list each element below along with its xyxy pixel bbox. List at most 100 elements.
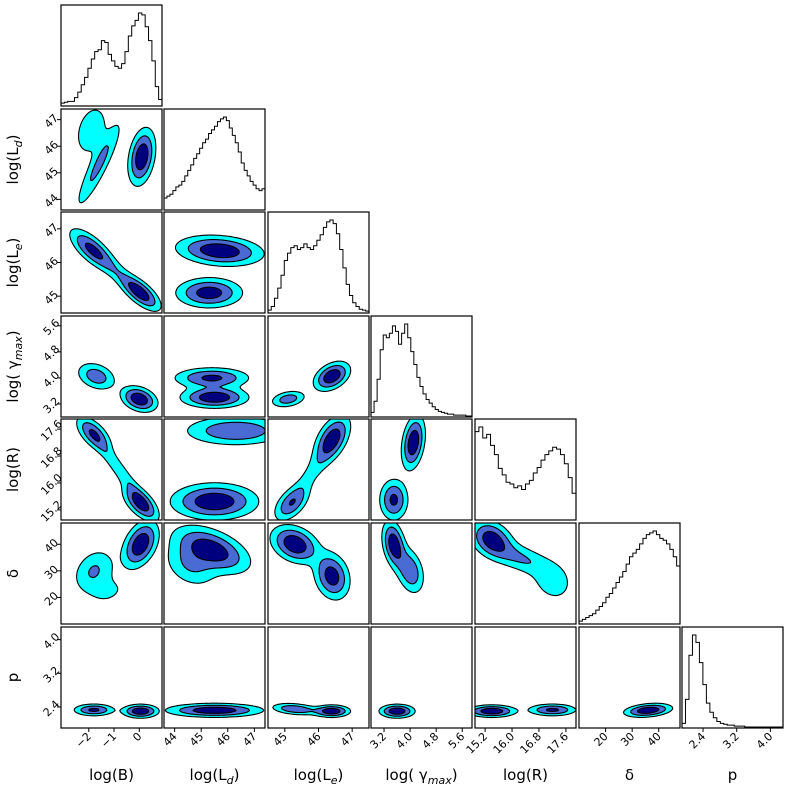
contour-line-middle — [82, 422, 155, 517]
axis-label-main: log(L — [190, 766, 228, 784]
axis-label-subscript: e — [12, 243, 25, 250]
x-tick-label: 4.8 — [420, 730, 442, 752]
axes-frame-3-5 — [370, 522, 473, 625]
contour-line-middle — [76, 235, 156, 307]
contour-line-outer — [474, 522, 568, 597]
contour-line-middle — [281, 705, 346, 717]
x-tick-label: 15.2 — [464, 730, 491, 757]
y-axis-label-3: log( γmax) — [4, 330, 25, 402]
axis-label-close: ) — [4, 135, 22, 141]
density-panel-2-5 — [269, 524, 351, 601]
contour-line-middle — [185, 239, 252, 304]
density-panel-5-6 — [622, 702, 674, 718]
axes-frame-1-2 — [163, 211, 266, 314]
contour-line-middle — [276, 529, 346, 594]
y-tick-label: 46 — [42, 254, 61, 273]
density-panel-0-5 — [76, 522, 160, 600]
axis-label-main: log(L — [4, 147, 22, 185]
axes-frame-5-6 — [578, 626, 681, 729]
contour-line-outer — [474, 703, 577, 719]
x-tick-label: −2 — [73, 730, 94, 751]
contour-line-middle — [476, 525, 532, 564]
histogram-1 — [163, 116, 266, 209]
axes-frame-2-2 — [267, 211, 370, 314]
contour-line-middle — [80, 705, 155, 717]
axis-label-main: log(L — [4, 250, 22, 288]
contour-line-middle — [178, 704, 251, 716]
histogram-0 — [60, 12, 163, 105]
contour-fill-inner — [194, 493, 235, 510]
axis-label-close: ) — [4, 330, 22, 336]
contour-line-middle — [90, 135, 153, 182]
axis-label-subscript: d — [227, 774, 235, 787]
density-panel-0-2 — [69, 228, 162, 312]
axes-frame-1-1 — [163, 108, 266, 211]
x-axis-label-5: δ — [625, 766, 634, 784]
contour-line-middle — [280, 421, 346, 515]
density-panel-1-2 — [174, 234, 265, 309]
axes-frame-3-6 — [370, 626, 473, 729]
histogram-5 — [578, 530, 681, 623]
y-tick-label: 5.6 — [41, 317, 63, 339]
x-tick-label: 17.6 — [545, 730, 572, 757]
axis-label-main: log( γ — [385, 766, 427, 784]
x-tick-label: 4.0 — [754, 730, 776, 752]
x-axis-label-4: log(R) — [503, 766, 548, 784]
x-tick-label: 46 — [305, 730, 324, 749]
contour-fill-inner — [135, 143, 149, 171]
y-axis-label-2: log(Le) — [4, 238, 25, 288]
density-panel-1-3 — [174, 367, 250, 409]
y-axis-label-1: log(Ld) — [4, 135, 25, 185]
contour-line-inner — [480, 707, 559, 715]
x-axis-label-2: log(Le) — [294, 766, 344, 787]
x-axis-label-0: log(B) — [89, 766, 134, 784]
y-tick-label: 3.2 — [41, 395, 63, 417]
contour-line-inner — [323, 369, 341, 384]
x-tick-label: 0 — [130, 730, 144, 744]
axes-frame-2-5 — [267, 522, 370, 625]
x-tick-label: 47 — [338, 730, 357, 749]
axis-label-subscript: max — [12, 336, 25, 360]
contour-line-inner — [389, 429, 420, 506]
contour-line-inner — [88, 707, 150, 715]
axes-frame-1-4 — [163, 418, 266, 521]
axis-label-subscript: d — [12, 139, 25, 147]
x-tick-label: 30 — [618, 730, 637, 749]
axes-frame-4-6 — [474, 626, 577, 729]
y-tick-label: 44 — [42, 191, 61, 210]
x-tick-label: 2.4 — [687, 730, 709, 752]
contour-line-inner — [192, 706, 237, 714]
density-panel-3-6 — [378, 703, 416, 719]
axes-frame-0-6 — [60, 626, 163, 729]
density-panel-0-1 — [77, 109, 157, 204]
x-axis-label-3: log( γmax) — [385, 766, 457, 787]
y-tick-label: 40 — [42, 536, 61, 555]
axis-label-close: ) — [4, 238, 22, 244]
contour-line-middle — [474, 705, 569, 717]
contour-line-middle — [384, 526, 419, 585]
contour-line-outer — [73, 703, 160, 719]
x-tick-label: 47 — [240, 730, 259, 749]
x-tick-label: 45 — [187, 730, 206, 749]
axes-frame-0-4 — [60, 418, 163, 521]
contour-line-inner — [283, 535, 340, 586]
contour-line-outer — [78, 363, 159, 413]
x-tick-label: 3.2 — [368, 730, 390, 752]
axis-label-subscript: e — [331, 774, 338, 787]
y-tick-label: 3.2 — [41, 664, 63, 686]
axis-label-close: ) — [234, 766, 240, 784]
density-panel-2-4 — [274, 418, 352, 521]
x-tick-label: 3.2 — [720, 730, 742, 752]
contour-line-inner — [482, 530, 506, 552]
density-panel-0-4 — [76, 418, 160, 521]
axes-frame-1-5 — [163, 522, 266, 625]
x-tick-label: 40 — [645, 730, 664, 749]
x-tick-label: 44 — [161, 730, 180, 749]
contour-line-inner — [388, 707, 406, 715]
contour-line-outer — [174, 367, 250, 409]
histogram-4 — [474, 426, 577, 519]
density-panel-3-4 — [379, 418, 427, 521]
x-tick-label: 16.8 — [518, 730, 545, 757]
y-tick-label: 30 — [42, 563, 61, 582]
x-tick-label: −1 — [98, 730, 119, 751]
